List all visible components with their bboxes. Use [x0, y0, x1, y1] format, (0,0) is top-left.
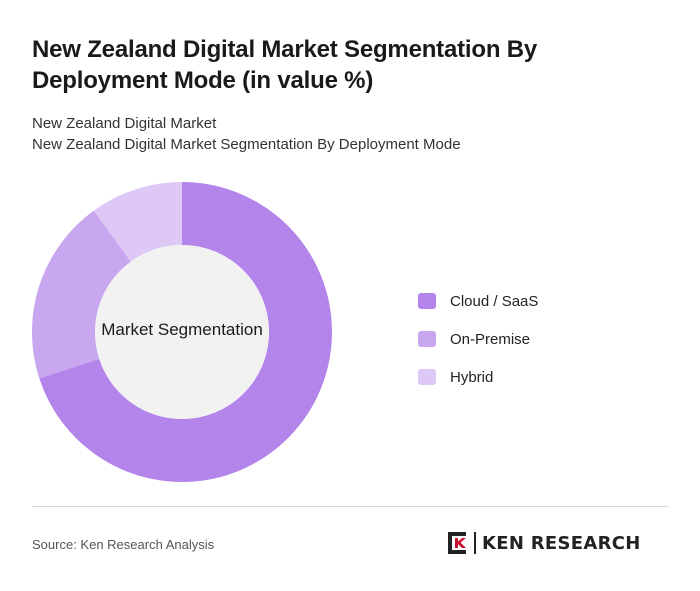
legend-item-hybrid: Hybrid [418, 358, 538, 396]
source-note: Source: Ken Research Analysis [32, 537, 215, 552]
logo-text: KEN RESEARCH [482, 532, 641, 554]
donut-slice-hybrid [93, 182, 182, 262]
chart-legend: Cloud / SaaS On-Premise Hybrid [418, 282, 538, 396]
donut-hole [95, 245, 269, 419]
legend-swatch [418, 293, 436, 309]
legend-swatch [418, 369, 436, 385]
donut-slice-cloud-saas [39, 182, 332, 482]
ken-research-logo: KEN RESEARCH [446, 530, 641, 556]
chart-title: New Zealand Digital Market Segmentation … [32, 36, 538, 94]
donut-chart [31, 182, 332, 482]
legend-item-cloud-saas: Cloud / SaaS [418, 282, 538, 320]
donut-center-label: Market Segmentation [101, 320, 263, 339]
chart-subtitle: New Zealand Digital Market New Zealand D… [32, 113, 672, 155]
legend-label: Hybrid [450, 368, 494, 386]
legend-item-on-premise: On-Premise [418, 320, 538, 358]
footer-divider [32, 506, 668, 507]
legend-label: On-Premise [450, 330, 531, 348]
donut-slice-on-premise [31, 210, 131, 379]
subtitle-line-2: New Zealand Digital Market Segmentation … [32, 136, 461, 153]
ken-research-logo-icon [448, 532, 466, 554]
legend-swatch [418, 331, 436, 347]
legend-label: Cloud / SaaS [450, 292, 539, 310]
subtitle-line-1: New Zealand Digital Market [32, 115, 217, 132]
logo-separator [474, 532, 476, 554]
